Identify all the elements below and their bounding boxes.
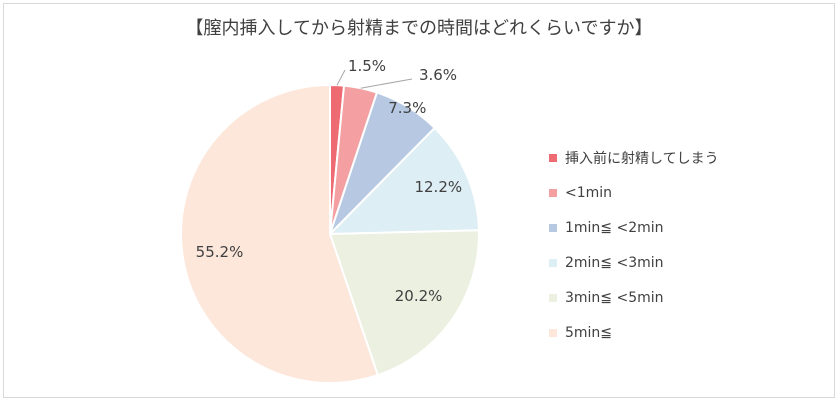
- legend-item: 3min≦ <5min: [549, 280, 719, 315]
- data-label: 12.2%: [414, 178, 462, 196]
- data-label: 55.2%: [196, 243, 244, 261]
- legend-label: 1min≦ <2min: [565, 219, 664, 236]
- legend-label: 2min≦ <3min: [565, 254, 664, 271]
- legend-item: 2min≦ <3min: [549, 245, 719, 280]
- legend-item: 挿入前に射精してしまう: [549, 140, 719, 175]
- pie-slice: [180, 83, 380, 384]
- legend-label: <1min: [565, 184, 613, 201]
- chart-legend: 挿入前に射精してしまう <1min 1min≦ <2min 2min≦ <3mi…: [549, 140, 719, 350]
- legend-item: 5min≦: [549, 315, 719, 350]
- legend-label: 5min≦: [565, 324, 613, 341]
- leader-line: [360, 78, 413, 89]
- legend-swatch: [549, 223, 557, 232]
- legend-label: 挿入前に射精してしまう: [565, 150, 719, 167]
- pie-slice: [328, 229, 480, 377]
- legend-swatch: [549, 153, 557, 162]
- legend-swatch: [549, 258, 557, 267]
- data-label: 20.2%: [395, 287, 443, 305]
- legend-swatch: [549, 293, 557, 302]
- chart-title: 【膣内挿入してから射精までの時間はどれくらいですか】: [185, 18, 653, 39]
- data-label: 3.6%: [419, 66, 457, 84]
- data-label: 7.3%: [388, 99, 426, 117]
- pie-slice: [327, 126, 480, 236]
- legend-label: 3min≦ <5min: [565, 289, 664, 306]
- data-label: 1.5%: [348, 57, 386, 75]
- legend-swatch: [549, 188, 557, 197]
- legend-item: <1min: [549, 175, 719, 210]
- leader-line: [336, 69, 346, 86]
- legend-item: 1min≦ <2min: [549, 210, 719, 245]
- legend-swatch: [549, 328, 557, 337]
